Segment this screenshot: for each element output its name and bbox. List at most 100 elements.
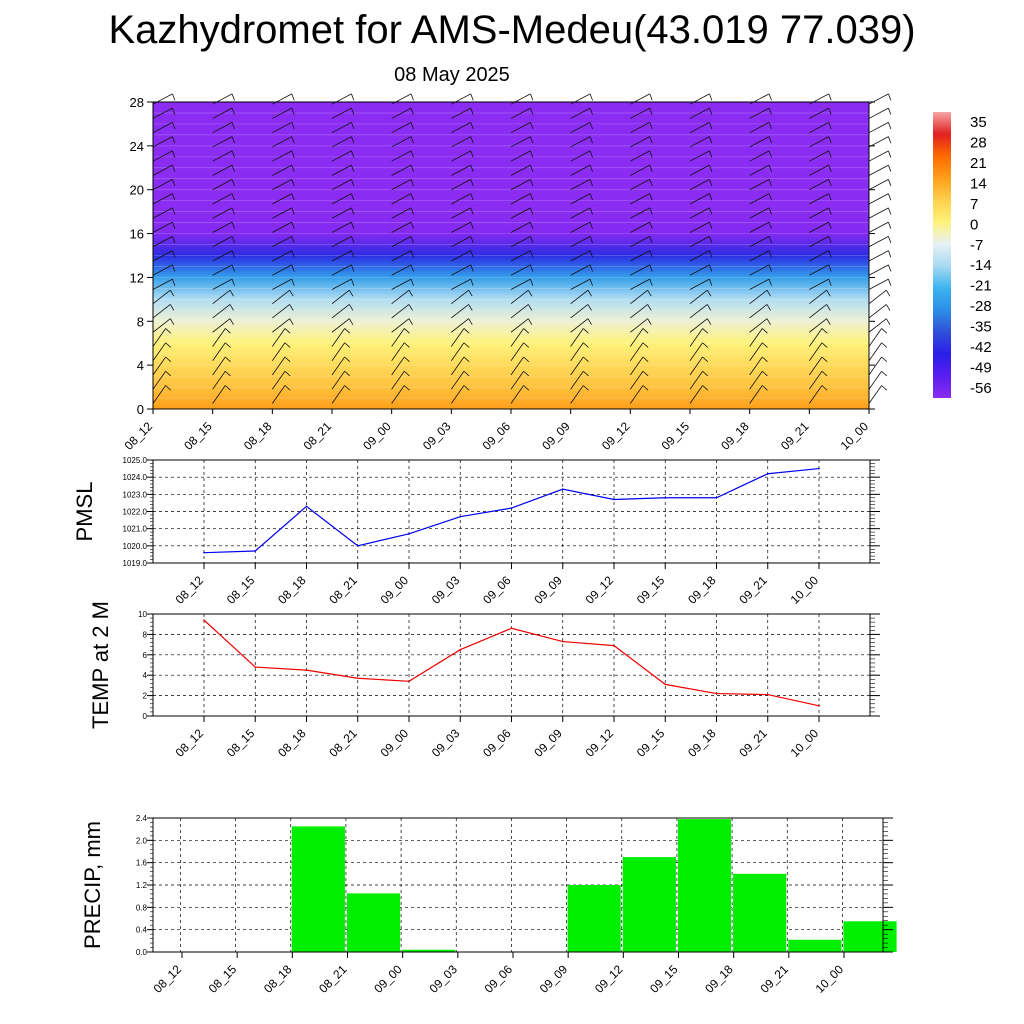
- chart-title: Kazhydromet for AMS-Medeu(43.019 77.039): [108, 8, 916, 52]
- wind-barb: [152, 136, 173, 148]
- wind-barb-flag: [702, 370, 709, 377]
- data-point: [510, 507, 513, 509]
- wind-barb: [809, 236, 829, 248]
- wind-barb-flag: [642, 342, 649, 348]
- wind-barb-flag: [530, 222, 534, 229]
- wind-barb-flag: [470, 136, 474, 144]
- x-tick-label: 09_18: [718, 419, 752, 453]
- wind-barb-flag: [291, 150, 295, 158]
- wind-barb-flag: [768, 136, 772, 144]
- wind-barb: [152, 221, 173, 233]
- wind-barb-flag: [172, 222, 176, 229]
- wind-barb-flag: [344, 370, 351, 377]
- wind-barb: [868, 107, 889, 119]
- wind-barb: [630, 385, 644, 404]
- wind-barb: [809, 221, 829, 233]
- wind-barb-flag: [768, 193, 772, 201]
- wind-barb: [391, 164, 412, 176]
- wind-barb-flag: [589, 107, 593, 115]
- data-point: [408, 680, 410, 683]
- wind-barb: [331, 289, 350, 305]
- wind-barb: [451, 385, 465, 404]
- wind-barb-flag: [709, 164, 713, 172]
- x-tick-label: 09_09: [537, 962, 571, 996]
- wind-barb: [391, 221, 412, 233]
- colorbar-label: -14: [970, 257, 992, 274]
- data-point: [715, 692, 718, 695]
- wind-barb-flag: [530, 279, 534, 286]
- x-tick-label: 09_00: [378, 726, 412, 760]
- wind-barb-flag: [709, 107, 713, 115]
- wind-barb: [331, 356, 345, 376]
- wind-barb: [868, 136, 889, 148]
- wind-barb: [272, 356, 286, 376]
- y-tick-label: 10: [138, 610, 147, 619]
- wind-barb: [868, 371, 882, 390]
- wind-barb-flag: [172, 150, 176, 158]
- wind-barb-flag: [231, 207, 235, 215]
- wind-barb-flag: [702, 356, 709, 363]
- wind-barb-flag: [225, 328, 231, 334]
- wind-barb-flag: [291, 250, 295, 258]
- colorbar-label: -21: [970, 278, 992, 295]
- wind-barb: [570, 207, 591, 219]
- wind-barb: [451, 304, 469, 319]
- wind-barb: [749, 193, 770, 205]
- data-point: [254, 550, 257, 552]
- wind-barb-flag: [768, 122, 772, 130]
- wind-barb: [630, 356, 644, 376]
- wind-barb-flag: [291, 164, 295, 172]
- wind-barb-flag: [828, 93, 832, 101]
- wind-barb-flag: [642, 328, 649, 334]
- wind-barb-flag: [888, 107, 892, 115]
- data-point: [459, 648, 462, 651]
- wind-barb-flag: [649, 150, 653, 158]
- y-tick-label: 0.4: [136, 926, 148, 935]
- wind-barb: [809, 122, 829, 134]
- x-tick-label: 09_12: [583, 573, 617, 607]
- wind-barb-flag: [888, 279, 892, 286]
- y-tick-label: 0.0: [136, 948, 148, 957]
- y-axis-label: PRECIP, mm: [80, 821, 105, 949]
- wind-barb: [630, 179, 650, 191]
- wind-barb: [630, 107, 650, 119]
- chart-subtitle: 08 May 2025: [394, 64, 510, 86]
- wind-barb: [570, 150, 591, 162]
- wind-barb: [809, 289, 827, 305]
- wind-barb-flag: [229, 318, 234, 325]
- wind-barb-flag: [527, 304, 533, 311]
- wind-barb-flag: [888, 93, 892, 101]
- wind-barb: [809, 250, 829, 262]
- wind-barb: [510, 342, 524, 361]
- wind-barb: [689, 328, 703, 347]
- wind-barb-flag: [821, 356, 828, 363]
- wind-barb: [391, 107, 412, 119]
- wind-barb: [689, 164, 710, 176]
- wind-barb: [630, 164, 650, 176]
- wind-barb-flag: [826, 318, 831, 325]
- wind-barb-flag: [291, 207, 295, 215]
- wind-barb: [809, 136, 829, 148]
- wind-barb-flag: [828, 136, 832, 144]
- wind-barb: [331, 107, 352, 119]
- colorbar-label: 7: [970, 196, 978, 213]
- wind-barb: [868, 328, 882, 347]
- wind-barb-flag: [768, 250, 772, 258]
- wind-barb: [510, 304, 529, 319]
- wind-barb-flag: [768, 207, 772, 215]
- y-tick-label: 4: [137, 358, 144, 373]
- wind-barb-flag: [291, 279, 295, 286]
- wind-barb: [630, 342, 644, 361]
- wind-barb: [510, 264, 531, 276]
- wind-barb-flag: [351, 222, 355, 229]
- data-point: [254, 666, 257, 668]
- wind-barb: [570, 107, 591, 119]
- wind-barb: [689, 278, 710, 290]
- wind-barb-flag: [284, 370, 291, 377]
- data-point: [818, 705, 820, 707]
- wind-barb: [331, 179, 352, 191]
- wind-barb-flag: [828, 107, 832, 115]
- wind-barb-flag: [888, 264, 892, 272]
- wind-barb-flag: [888, 207, 892, 215]
- wind-barb: [331, 136, 352, 148]
